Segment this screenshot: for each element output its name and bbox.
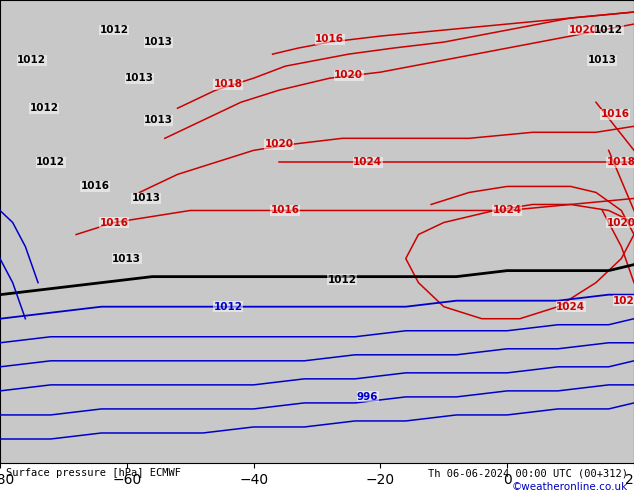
Text: 1016: 1016 [100, 218, 129, 227]
Text: Th 06-06-2024 00:00 UTC (00+312): Th 06-06-2024 00:00 UTC (00+312) [428, 468, 628, 478]
Text: 1013: 1013 [144, 115, 173, 125]
Text: 1018: 1018 [607, 157, 634, 168]
Text: 1024: 1024 [493, 205, 522, 216]
Text: 1012: 1012 [17, 55, 46, 65]
Text: Surface pressure [hPa] ECMWF: Surface pressure [hPa] ECMWF [6, 468, 181, 478]
Text: 1020: 1020 [569, 25, 598, 35]
Text: 1016: 1016 [271, 205, 300, 216]
Text: 1024: 1024 [613, 295, 634, 306]
Text: 1020: 1020 [607, 218, 634, 227]
Text: 1013: 1013 [131, 194, 160, 203]
Text: 1016: 1016 [315, 34, 344, 44]
Text: 1013: 1013 [125, 73, 154, 83]
Text: 1012: 1012 [100, 25, 129, 35]
Text: 1013: 1013 [144, 37, 173, 47]
Text: 996: 996 [357, 392, 378, 402]
Text: 1024: 1024 [556, 302, 585, 312]
Text: 1012: 1012 [214, 302, 243, 312]
Text: 1016: 1016 [600, 109, 630, 119]
Text: 1020: 1020 [264, 139, 294, 149]
Text: 1020: 1020 [334, 70, 363, 80]
Text: 1013: 1013 [112, 254, 141, 264]
Text: 1012: 1012 [328, 274, 357, 285]
Text: 1016: 1016 [81, 181, 110, 192]
Text: 1018: 1018 [214, 79, 243, 89]
Text: 1012: 1012 [594, 25, 623, 35]
Text: ©weatheronline.co.uk: ©weatheronline.co.uk [512, 482, 628, 490]
Text: 1013: 1013 [588, 55, 617, 65]
Text: 1012: 1012 [30, 103, 59, 113]
Text: 1024: 1024 [353, 157, 382, 168]
Text: 1012: 1012 [36, 157, 65, 168]
